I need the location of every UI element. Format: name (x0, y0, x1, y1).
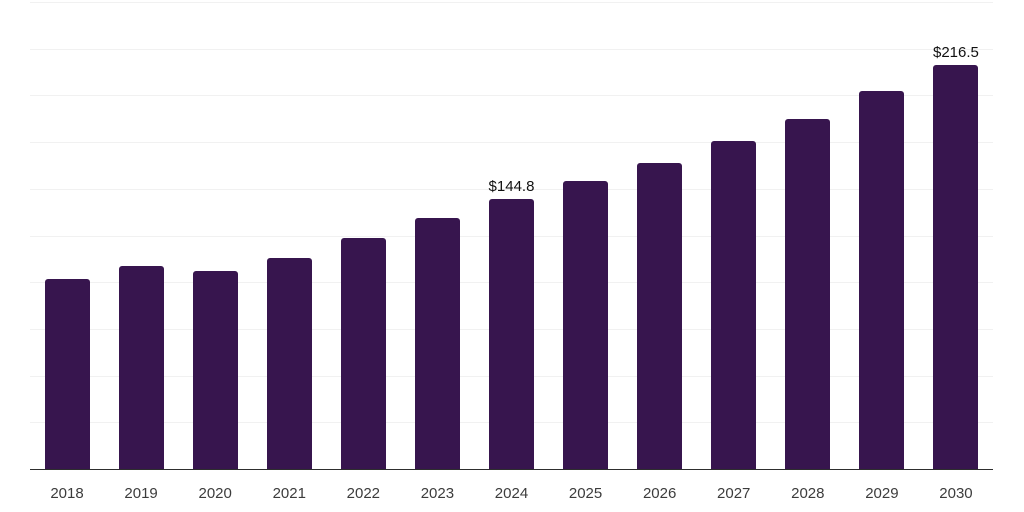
x-tick-label-2020: 2020 (198, 485, 232, 502)
bar-2028 (785, 118, 831, 469)
bar-2027 (711, 141, 757, 469)
bar-2025 (563, 180, 609, 469)
bar-2022 (340, 238, 386, 469)
x-tick-label-2028: 2028 (791, 485, 825, 502)
x-tick-label-2027: 2027 (717, 485, 751, 502)
x-tick-label-2022: 2022 (346, 485, 381, 502)
gridline (30, 2, 993, 3)
x-tick-label-2021: 2021 (272, 485, 306, 502)
x-tick-label-2029: 2029 (865, 485, 899, 502)
x-tick-label-2018: 2018 (50, 485, 84, 502)
bar-2018 (44, 279, 90, 469)
gridline (30, 95, 993, 97)
x-tick-label-2019: 2019 (124, 485, 158, 502)
x-tick-label-2024: 2024 (494, 485, 529, 502)
x-tick-label-2026: 2026 (642, 485, 677, 502)
bar-2020 (192, 270, 238, 469)
bar-2023 (414, 218, 460, 469)
x-tick-label-2023: 2023 (420, 485, 455, 502)
gridline (30, 142, 993, 144)
value-label-2024: $144.8 (488, 177, 535, 195)
bar-2021 (266, 257, 312, 469)
bar-2019 (118, 265, 164, 469)
value-label-2030: $216.5 (933, 43, 979, 61)
bar-2029 (859, 91, 905, 469)
x-tick-label-2025: 2025 (568, 485, 603, 502)
x-tick-label-2030: 2030 (939, 485, 973, 502)
gridline (30, 48, 993, 50)
bar-2026 (637, 163, 683, 469)
x-axis-line (30, 468, 993, 470)
bar-2030 (933, 64, 979, 469)
bar-2024 (489, 198, 534, 469)
